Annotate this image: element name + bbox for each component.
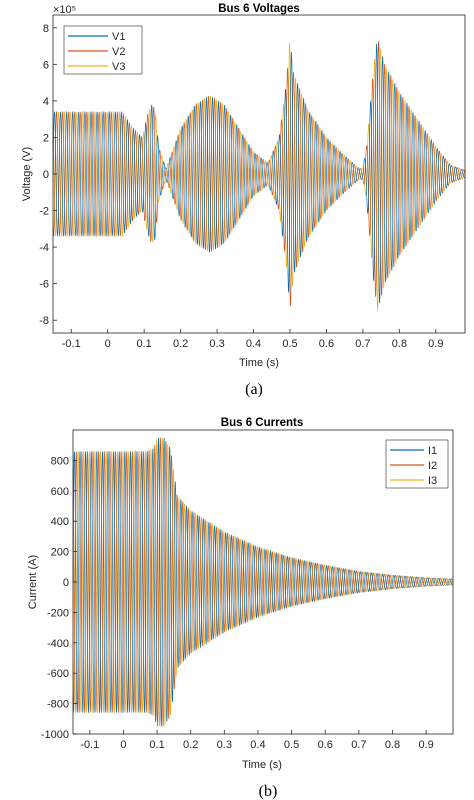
panel-label-a: (a): [245, 381, 263, 398]
voltage-x-tick-label: 0.1: [137, 338, 152, 350]
current-y-tick-label: -800: [47, 699, 69, 711]
voltage-x-tick-label: 0.3: [209, 338, 224, 350]
current-y-tick-label: -200: [47, 607, 69, 619]
voltage-exponent-label: ×10⁵: [53, 4, 76, 16]
current-trace-i1: [72, 437, 454, 727]
legend-label-i2: I2: [428, 460, 437, 472]
voltage-y-tick-label: 0: [43, 169, 49, 181]
voltage-chart: Bus 6 Voltages ×10⁵ -0.1 0 0.1 0.2 0.3 0.4 0.5…: [21, 3, 466, 398]
voltage-y-tick-label: -6: [39, 279, 49, 291]
current-y-tick-label: 400: [51, 516, 69, 528]
voltage-x-tick-label: 0.5: [282, 338, 297, 350]
voltage-y-tick-label: 6: [43, 59, 49, 71]
voltage-y-tick-label: -4: [39, 242, 49, 254]
voltage-trace-v3: [52, 42, 466, 311]
voltage-chart-title: Bus 6 Voltages: [218, 3, 300, 15]
current-x-tick-label: -0.1: [80, 739, 99, 751]
panel-label-b: (b): [259, 783, 278, 800]
current-x-tick-label: 0: [120, 739, 126, 751]
current-x-tick-label: 0.3: [217, 739, 232, 751]
current-x-axis-label: Time (s): [242, 759, 282, 771]
current-trace-i3: [72, 437, 454, 727]
current-x-tick-label: 0.4: [250, 739, 265, 751]
voltage-x-tick-label: 0.7: [355, 338, 370, 350]
voltage-x-tick-label: 0.4: [246, 338, 261, 350]
legend-label-v3: V3: [112, 61, 125, 73]
legend-label-v1: V1: [112, 31, 125, 43]
voltage-x-tick-label: 0.9: [428, 338, 443, 350]
voltage-x-tick-label: 0.2: [173, 338, 188, 350]
voltage-y-tick-label: 8: [43, 23, 49, 35]
voltage-y-axis-label: Voltage (V): [21, 147, 33, 201]
current-y-tick-label: 0: [63, 577, 69, 589]
voltage-y-tick-label: -8: [39, 315, 49, 327]
voltage-x-tick-label: 0.6: [319, 338, 334, 350]
current-x-tick-label: 0.8: [385, 739, 400, 751]
voltage-legend: V1 V2 V3: [63, 25, 143, 75]
voltage-x-axis-label: Time (s): [239, 357, 279, 369]
current-y-tick-label: -1000: [41, 729, 69, 741]
voltage-legend-box: [63, 25, 143, 75]
voltage-ticks: -0.1 0 0.1 0.2 0.3 0.4 0.5 0.6 0.7 0.8 0.9 -8 -6 -4 -2…: [39, 23, 443, 350]
voltage-y-tick-label: 2: [43, 132, 49, 144]
current-x-tick-label: 0.7: [351, 739, 366, 751]
current-ticks: -0.1 0 0.1 0.2 0.3 0.4 0.5 0.6 0.7 0.8 0.9 -1000 -80…: [41, 455, 434, 751]
voltage-traces: [52, 41, 466, 311]
current-y-tick-label: -600: [47, 668, 69, 680]
current-y-tick-label: 800: [51, 455, 69, 467]
voltage-x-tick-label: -0.1: [62, 338, 81, 350]
current-traces: [72, 437, 454, 727]
current-y-axis-label: Current (A): [27, 555, 39, 609]
current-x-tick-label: 0.1: [149, 739, 164, 751]
current-y-tick-label: -400: [47, 638, 69, 650]
legend-label-i1: I1: [428, 445, 437, 457]
legend-label-v2: V2: [112, 46, 125, 58]
current-x-tick-label: 0.2: [183, 739, 198, 751]
current-x-tick-label: 0.9: [418, 739, 433, 751]
current-x-tick-label: 0.6: [318, 739, 333, 751]
voltage-x-tick-label: 0: [105, 338, 111, 350]
current-y-tick-label: 200: [51, 547, 69, 559]
voltage-x-tick-label: 0.8: [392, 338, 407, 350]
current-y-tick-label: 600: [51, 486, 69, 498]
current-x-tick-label: 0.5: [284, 739, 299, 751]
current-legend-box: [385, 439, 449, 489]
legend-label-i3: I3: [428, 475, 437, 487]
current-legend: I1 I2 I3: [385, 439, 449, 489]
voltage-y-tick-label: -2: [39, 206, 49, 218]
voltage-y-tick-label: 4: [43, 96, 49, 108]
voltage-trace-v1: [52, 43, 466, 304]
current-chart: Bus 6 Currents -0.1 0 0.1 0.2 0.3 0.4 0.5 0.6 0.…: [27, 417, 454, 800]
current-chart-title: Bus 6 Currents: [221, 417, 303, 429]
